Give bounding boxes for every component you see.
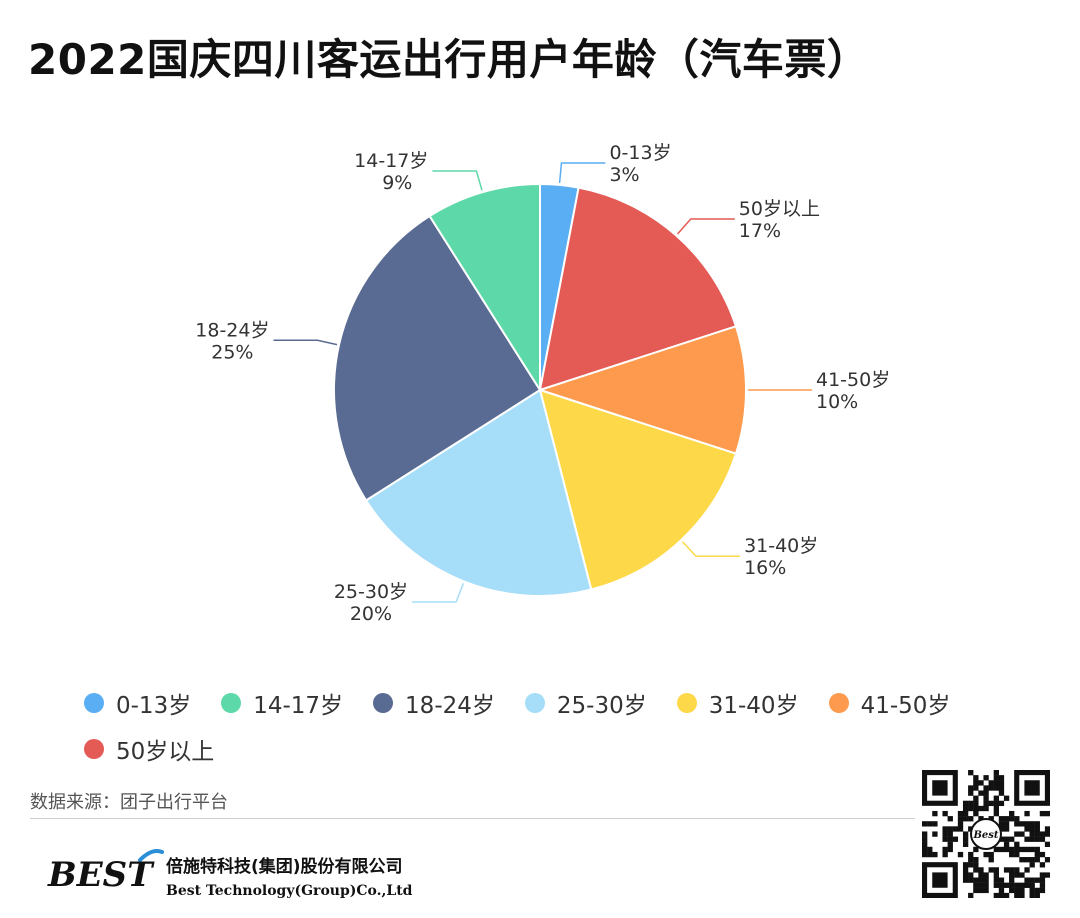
company-name-en: Best Technology(Group)Co.,Ltd [166,883,413,899]
legend-swatch [676,693,697,713]
slice-percent-31-40: 16% [744,557,786,579]
legend-item-25-30: 25-30岁 [524,686,647,720]
pie-slice-25-30 [364,388,593,597]
chart-legend: 0-13岁 14-17岁 18-24岁 25-30岁 31-40岁 41-50岁 50岁以上 [84,686,1024,766]
qr-code: Best [922,770,1050,898]
legend-item-18-24: 18-24岁 [373,686,495,720]
company-info: 倍施特科技(集团)股份有限公司 Best Technology(Group)Co… [166,852,412,899]
slice-percent-0-13: 3% [609,164,639,186]
leader-line-25-30 [412,583,465,603]
slice-label-50: 50岁以上 [739,198,820,220]
leader-line-50 [676,218,735,235]
leader-line-14-17 [432,170,483,191]
legend-item-41-50: 41-50岁 [828,686,951,720]
pie-slices [333,182,747,597]
best-logo: BEST [47,849,164,892]
slice-percent-18-24: 25% [211,341,253,363]
data-source-note: 数据来源：团子出行平台 [30,792,228,813]
slice-label-25-30: 25-30岁 [334,581,408,603]
page-title: 2022国庆四川客运出行用户年龄（汽车票） [28,35,870,84]
legend-label: 14-17岁 [253,693,344,719]
slice-label-41-50: 41-50岁 [816,369,890,391]
qr-badge-text: Best [972,830,998,841]
legend-label: 25-30岁 [556,693,647,719]
legend-swatch [828,693,849,713]
footer-divider [30,818,915,819]
pie-slice-50 [538,186,738,392]
company-name-cn: 倍施特科技(集团)股份有限公司 [166,857,403,877]
slice-percent-41-50: 10% [816,391,858,413]
legend-label: 18-24岁 [405,693,495,719]
legend-item-31-40: 31-40岁 [676,686,799,720]
legend-swatch [524,693,545,713]
legend-item-0-13: 0-13岁 [84,686,191,720]
slice-percent-14-17: 9% [382,172,412,194]
slice-label-0-13: 0-13岁 [609,142,671,164]
legend-label: 0-13岁 [116,693,192,719]
logo-text: BEST [47,855,155,892]
legend-swatch [84,739,104,759]
legend-label: 41-50岁 [860,693,951,719]
pie-chart: 0-13岁3%50岁以上17%41-50岁10%31-40岁16%25-30岁2… [195,142,890,625]
legend-item-14-17: 14-17岁 [221,686,343,720]
legend-item-50: 50岁以上 [84,732,214,766]
slice-label-31-40: 31-40岁 [744,535,818,557]
pie-slice-31-40 [538,388,738,591]
leader-line-0-13 [558,162,606,183]
qr-center-badge [970,818,1002,850]
legend-label: 31-40岁 [708,693,799,719]
slice-label-14-17: 14-17岁 [354,150,428,172]
leader-line-18-24 [273,339,338,346]
label-leader-lines [273,162,812,603]
pie-slice-18-24 [333,214,542,502]
slice-percent-50: 17% [739,220,781,242]
legend-swatch [84,693,104,713]
leader-line-31-40 [681,541,741,557]
slice-percent-25-30: 20% [350,603,392,625]
slice-label-18-24: 18-24岁 [195,319,269,341]
pie-slice-14-17 [428,182,541,394]
slice-labels: 0-13岁3%50岁以上17%41-50岁10%31-40岁16%25-30岁2… [195,142,890,625]
legend-label: 50岁以上 [116,739,215,765]
legend-swatch [221,693,242,713]
pie-slice-41-50 [536,325,747,455]
legend-swatch [373,693,394,713]
